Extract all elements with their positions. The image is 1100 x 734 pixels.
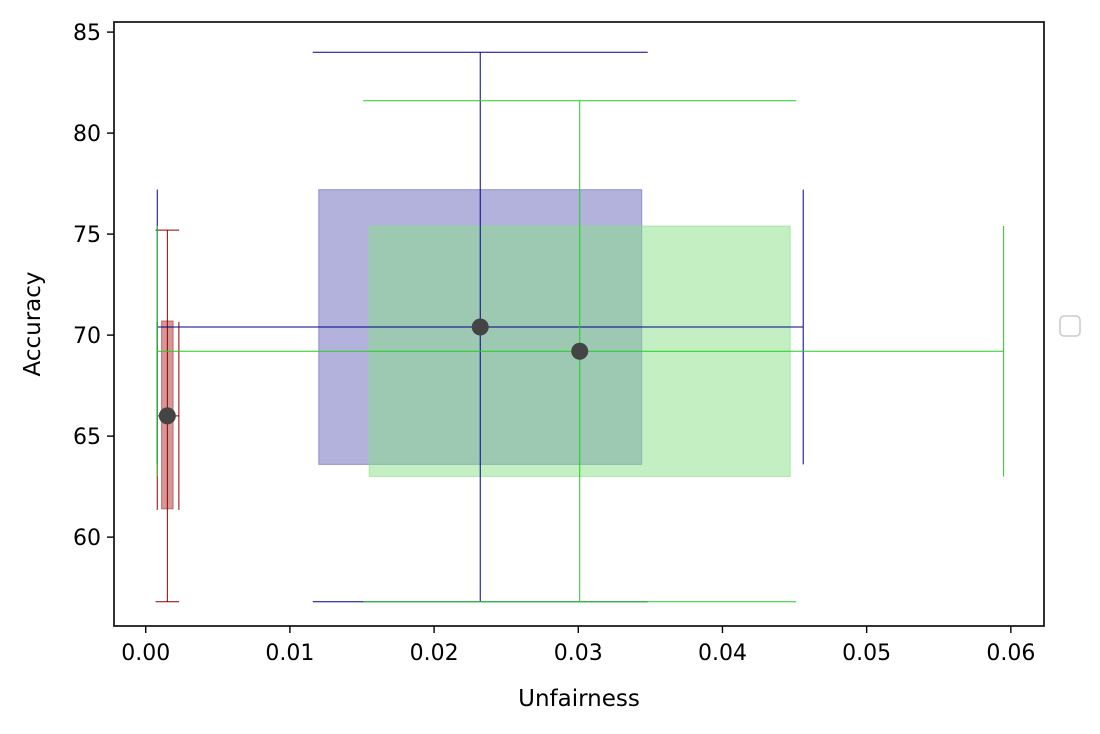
x-tick-label: 0.00: [121, 641, 170, 666]
x-tick-label: 0.04: [698, 641, 747, 666]
x-tick-label: 0.01: [265, 641, 314, 666]
y-tick-label: 75: [73, 223, 101, 248]
series-1-point: [158, 407, 176, 425]
legend-box[interactable]: [1059, 315, 1081, 337]
x-tick-label: 0.05: [842, 641, 891, 666]
axis-ticks: 0.00 0.01 0.02 0.03 0.04 0.05 0.06 60 65 70 75 80 85: [73, 21, 1035, 666]
y-tick-label: 85: [73, 21, 101, 46]
series-2-point: [471, 318, 489, 336]
axes-frame: [113, 21, 1045, 627]
y-tick-label: 65: [73, 425, 101, 450]
y-axis-label: Accuracy: [20, 271, 46, 376]
series-3-point: [571, 342, 589, 360]
y-tick-label: 60: [73, 526, 101, 551]
x-tick-label: 0.03: [554, 641, 603, 666]
x-tick-label: 0.06: [986, 641, 1035, 666]
plot-area: [155, 51, 1005, 603]
x-tick-label: 0.02: [410, 641, 459, 666]
y-tick-label: 70: [73, 324, 101, 349]
x-axis-label: Unfairness: [518, 686, 640, 712]
y-tick-label: 80: [73, 122, 101, 147]
